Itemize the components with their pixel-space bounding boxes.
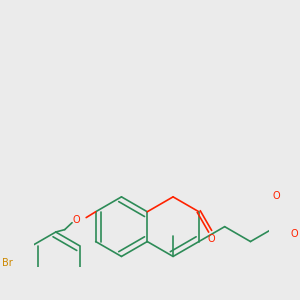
Text: Br: Br [2, 258, 12, 268]
Text: O: O [72, 215, 80, 225]
Text: O: O [291, 229, 298, 239]
Text: O: O [272, 191, 280, 201]
Text: O: O [207, 234, 214, 244]
